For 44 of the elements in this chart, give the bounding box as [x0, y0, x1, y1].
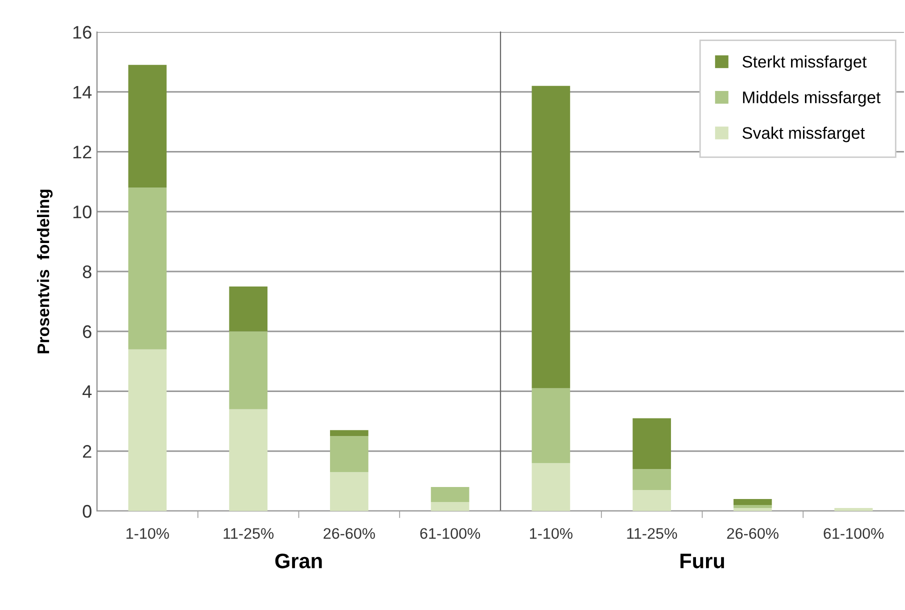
y-tick-label: 2 [83, 445, 92, 458]
x-tick-label: 61-100% [824, 528, 884, 539]
y-tick-label: 10 [73, 206, 92, 218]
legend-label: Middels missfarget [743, 91, 881, 107]
legend-label: Sterkt missfarget [742, 55, 867, 71]
y-tick-label: 16 [73, 26, 92, 39]
x-tick-label: 1-10% [126, 528, 169, 539]
y-tick-label: 8 [82, 265, 92, 278]
bar [128, 349, 167, 511]
y-tick-label: 14 [73, 86, 92, 98]
bar [128, 64, 167, 188]
bar [532, 463, 570, 511]
bar [532, 86, 570, 388]
bar [834, 508, 873, 511]
bar [330, 472, 368, 511]
y-tick-label: 4 [82, 385, 92, 398]
bar [632, 490, 671, 511]
x-tick-label: 26-60% [324, 528, 375, 539]
x-tick-label: 11-25% [224, 528, 274, 539]
x-axis-title: Gran [275, 554, 322, 568]
bar [734, 508, 772, 511]
bar [330, 430, 368, 436]
bar [632, 418, 671, 470]
x-tick-label: 11-25% [627, 528, 678, 539]
bar [229, 409, 268, 511]
legend-label: Svakt missfarget [742, 126, 865, 142]
y-tick-label: 6 [83, 325, 92, 338]
bar [229, 331, 268, 410]
bar [532, 388, 570, 464]
bar [229, 286, 268, 332]
x-tick-label: 61-100% [420, 528, 480, 539]
bar [430, 502, 470, 511]
bar [128, 188, 167, 350]
x-axis-title: Furu [680, 554, 724, 568]
y-axis-title: Prosentvis fordeling [37, 190, 53, 354]
y-tick-label: 12 [73, 146, 92, 158]
x-tick-label: 26-60% [727, 528, 778, 539]
bar [330, 436, 368, 472]
y-tick-label: 0 [82, 504, 92, 518]
x-tick-label: 1-10% [530, 528, 572, 539]
bar [734, 499, 772, 506]
bar [734, 505, 772, 508]
bar [632, 469, 671, 490]
bar [430, 487, 470, 502]
